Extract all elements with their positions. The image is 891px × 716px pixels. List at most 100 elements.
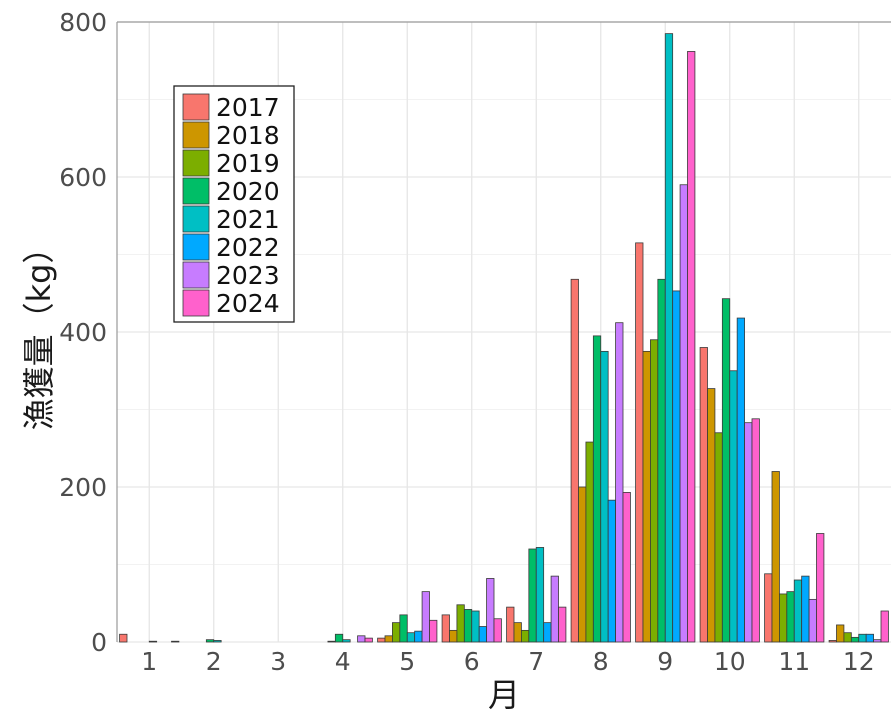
bar-2019-11 (779, 593, 788, 643)
x-axis-title: 月 (488, 676, 520, 714)
legend-swatch-2018 (182, 121, 210, 149)
bar-2022-5 (414, 630, 423, 643)
bar-2020-2 (205, 639, 215, 643)
x-tick-label: 11 (778, 647, 810, 676)
y-tick-label: 400 (59, 318, 107, 347)
bar-2023-7 (550, 575, 559, 643)
bar-2017-11 (764, 573, 773, 643)
bar-2019-7 (521, 629, 530, 643)
bar-2020-4 (334, 633, 344, 643)
legend-label-2019: 2019 (216, 149, 280, 178)
bar-2024-8 (622, 492, 631, 643)
bar-2017-12 (828, 640, 837, 643)
bar-2019-5 (392, 622, 401, 643)
bar-2020-10 (721, 298, 731, 643)
bar-2023-10 (744, 422, 753, 643)
bar-2017-7 (506, 606, 515, 643)
bar-2019-8 (585, 441, 594, 643)
bar-2021-4 (342, 639, 351, 643)
bar-2024-1 (171, 640, 180, 643)
x-tick-label: 2 (206, 647, 222, 676)
bar-2021-1 (148, 640, 158, 643)
bar-2022-10 (736, 317, 745, 643)
bar-2024-11 (816, 533, 825, 643)
bar-2018-5 (384, 635, 393, 643)
bar-2017-9 (635, 242, 644, 643)
y-axis-title: 漁獲量（kg） (20, 232, 58, 431)
x-tick-label: 10 (714, 647, 746, 676)
x-tick-label: 4 (335, 647, 351, 676)
bar-2020-7 (528, 548, 537, 643)
bar-2024-5 (429, 619, 438, 643)
bar-2024-6 (493, 618, 502, 643)
bar-2021-5 (406, 632, 416, 643)
x-tick-label: 1 (141, 647, 157, 676)
legend-label-2024: 2024 (216, 289, 280, 318)
bar-2022-12 (865, 633, 874, 643)
bar-2021-12 (858, 633, 867, 643)
bar-2023-8 (615, 322, 624, 643)
bar-2019-6 (456, 604, 465, 643)
x-tick-label: 6 (464, 647, 480, 676)
bar-2024-12 (880, 610, 889, 643)
bar-2018-9 (642, 350, 651, 643)
y-tick-label: 200 (59, 473, 107, 502)
legend-label-2022: 2022 (216, 233, 280, 262)
bar-2023-11 (808, 598, 817, 643)
bar-2020-6 (463, 609, 473, 643)
legend-label-2018: 2018 (216, 121, 280, 150)
bar-2019-10 (714, 432, 723, 643)
bar-2018-8 (578, 486, 587, 643)
bar-2019-12 (843, 632, 852, 643)
bar-2020-5 (399, 614, 408, 643)
bar-2017-1 (119, 633, 128, 643)
bar-2018-11 (771, 471, 780, 643)
bar-2023-4 (357, 635, 366, 643)
bar-2019-4 (327, 640, 336, 643)
legend-swatch-2017 (182, 93, 210, 121)
bar-2019-9 (650, 339, 659, 643)
bars-layer (119, 33, 889, 643)
bar-2021-8 (600, 350, 609, 643)
x-tick-label: 3 (270, 647, 286, 676)
bar-2021-10 (729, 370, 738, 643)
bar-2021-6 (471, 610, 480, 643)
bar-2024-9 (687, 51, 696, 643)
legend-swatch-2021 (182, 205, 210, 233)
x-tick-label: 9 (657, 647, 673, 676)
bar-2017-10 (699, 347, 708, 643)
bar-2017-8 (570, 278, 579, 643)
bar-2022-11 (801, 575, 810, 643)
bar-2022-8 (607, 499, 616, 643)
bar-2024-7 (558, 606, 567, 643)
bar-2021-2 (213, 640, 222, 643)
bar-2021-7 (535, 547, 545, 643)
x-tick-label: 8 (593, 647, 609, 676)
y-tick-label: 800 (59, 8, 107, 37)
x-tick-label: 12 (843, 647, 875, 676)
bar-2018-7 (513, 622, 522, 643)
bar-2022-9 (672, 290, 681, 643)
bar-2022-6 (478, 626, 487, 643)
bar-2017-6 (441, 614, 450, 643)
bar-2024-4 (364, 637, 373, 643)
legend-label-2023: 2023 (216, 261, 280, 290)
legend-label-2021: 2021 (216, 205, 280, 234)
bar-2020-9 (657, 278, 666, 643)
bar-2017-5 (377, 637, 386, 643)
legend-swatch-2023 (182, 261, 210, 289)
bar-2020-12 (850, 636, 860, 643)
bar-2020-8 (592, 335, 602, 643)
legend-swatch-2019 (182, 149, 210, 177)
bar-2020-11 (786, 591, 795, 643)
y-tick-label: 0 (91, 628, 107, 657)
x-tick-label: 5 (399, 647, 415, 676)
y-tick-label: 600 (59, 163, 107, 192)
legend-swatch-2024 (182, 289, 210, 317)
bar-2024-10 (751, 418, 760, 643)
legend-swatch-2022 (182, 233, 210, 261)
